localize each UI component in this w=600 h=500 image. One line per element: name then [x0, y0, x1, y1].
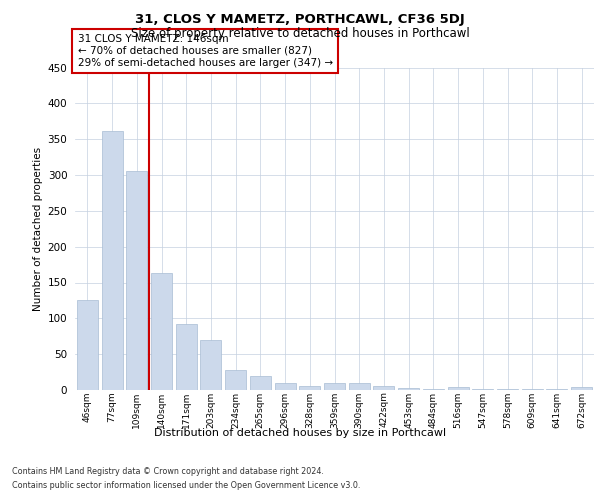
Bar [126, 172, 147, 390]
Bar [151, 273, 172, 390]
Bar [176, 324, 197, 390]
Text: Contains public sector information licensed under the Open Government Licence v3: Contains public sector information licen… [12, 481, 361, 490]
Text: 31, CLOS Y MAMETZ, PORTHCAWL, CF36 5DJ: 31, CLOS Y MAMETZ, PORTHCAWL, CF36 5DJ [135, 12, 465, 26]
Bar [472, 388, 493, 390]
Bar [250, 376, 271, 390]
Bar [398, 388, 419, 390]
Bar [200, 340, 221, 390]
Bar [299, 386, 320, 390]
Bar [448, 387, 469, 390]
Bar [101, 130, 122, 390]
Bar [373, 386, 394, 390]
Bar [225, 370, 246, 390]
Bar [275, 383, 296, 390]
Text: Size of property relative to detached houses in Porthcawl: Size of property relative to detached ho… [131, 28, 469, 40]
Bar [77, 300, 98, 390]
Text: Distribution of detached houses by size in Porthcawl: Distribution of detached houses by size … [154, 428, 446, 438]
Text: Contains HM Land Registry data © Crown copyright and database right 2024.: Contains HM Land Registry data © Crown c… [12, 468, 324, 476]
Text: 31 CLOS Y MAMETZ: 146sqm
← 70% of detached houses are smaller (827)
29% of semi-: 31 CLOS Y MAMETZ: 146sqm ← 70% of detach… [77, 34, 333, 68]
Bar [349, 383, 370, 390]
Y-axis label: Number of detached properties: Number of detached properties [34, 146, 43, 311]
Bar [324, 383, 345, 390]
Bar [571, 387, 592, 390]
